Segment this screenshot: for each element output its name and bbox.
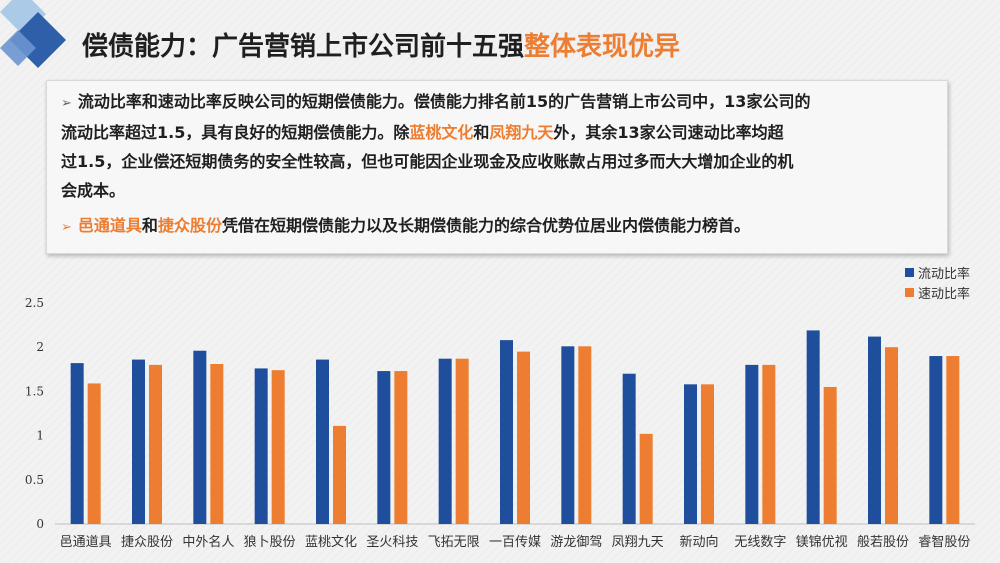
- y-tick-label: 0: [36, 517, 44, 531]
- y-tick-label: 1.5: [25, 384, 44, 398]
- page-title: 偿债能力：广告营销上市公司前十五强整体表现优异: [82, 26, 680, 63]
- bullet-arrow-icon: ➢: [61, 220, 72, 235]
- legend-label-series-2: 速动比率: [917, 286, 970, 302]
- bullet-1-line4: 会成本。: [61, 176, 931, 205]
- y-tick-label: 0.5: [25, 473, 44, 487]
- bar-series-1: [438, 358, 452, 524]
- x-tick-label: 睿智股份: [918, 535, 970, 550]
- highlight-company-1: 蓝桃文化: [409, 123, 474, 142]
- diamond-logo-icon: [0, 0, 66, 68]
- legend-item-series-1: 流动比率: [904, 262, 970, 282]
- bar-series-1: [622, 373, 636, 524]
- bar-series-2: [271, 370, 285, 524]
- x-tick-label: 无线数字: [734, 535, 786, 550]
- x-tick-label: 镁锦优视: [796, 535, 848, 550]
- x-tick-label: 蓝桃文化: [305, 535, 357, 550]
- x-tick-label: 飞拓无限: [428, 535, 480, 550]
- title-highlight: 整体表现优异: [524, 32, 681, 62]
- bar-series-1: [377, 371, 391, 524]
- highlight-company-2: 凤翔九天: [489, 123, 554, 142]
- bullet-1-and: 和: [473, 123, 490, 142]
- x-tick-label: 游龙御驾: [550, 535, 602, 550]
- bullet-1-text-a: 流动比率和速动比率反映公司的短期偿债能力。偿债能力排名前15的广告营销上市公司中…: [77, 92, 811, 111]
- bar-series-1: [316, 359, 329, 524]
- legend-item-series-2: 速动比率: [904, 282, 970, 302]
- bar-series-1: [868, 336, 881, 524]
- summary-box: ➢ 流动比率和速动比率反映公司的短期偿债能力。偿债能力排名前15的广告营销上市公司…: [46, 80, 948, 254]
- legend-swatch-series-1: [904, 267, 914, 277]
- bullet-1-text-d: 过1.5，企业偿还短期债务的安全性较高，但也可能因企业现金及应收账款占用过多而大…: [61, 152, 794, 171]
- x-tick-label: 狼卜股份: [244, 535, 296, 550]
- highlight-company-4: 捷众股份: [157, 216, 222, 235]
- bullet-arrow-icon: ➢: [61, 96, 72, 111]
- bar-series-1: [70, 363, 84, 524]
- bar-series-2: [210, 363, 224, 524]
- x-tick-label: 般若股份: [857, 534, 909, 550]
- bar-series-1: [929, 356, 943, 524]
- bar-series-1: [193, 350, 207, 524]
- bar-series-1: [561, 346, 575, 524]
- bar-series-2: [87, 383, 101, 524]
- bar-series-2: [333, 425, 346, 524]
- bullet-2-text: 凭借在短期偿债能力以及长期偿债能力的综合优势位居业内偿债能力榜首。: [221, 216, 750, 235]
- bar-series-1: [806, 330, 820, 524]
- bar-series-1: [132, 359, 145, 524]
- bar-series-2: [701, 384, 714, 524]
- y-tick-label: 2.5: [25, 296, 44, 310]
- title-main: 偿债能力：广告营销上市公司前十五强: [82, 32, 525, 62]
- bar-series-2: [762, 364, 776, 524]
- y-tick-label: 2: [36, 340, 44, 354]
- bar-series-2: [885, 347, 898, 524]
- x-tick-label: 中外名人: [182, 534, 234, 550]
- bar-series-2: [578, 346, 592, 524]
- bar-series-1: [745, 364, 759, 524]
- bullet-1-text-c: 外，其余13家公司速动比率均超: [553, 123, 784, 142]
- highlight-company-3: 邑通道具: [77, 216, 142, 235]
- bar-series-2: [946, 356, 960, 524]
- x-tick-label: 凤翔九天: [612, 535, 664, 550]
- x-tick-label: 邑通道具: [60, 535, 112, 550]
- legend-label-series-1: 流动比率: [917, 266, 970, 282]
- bar-series-1: [254, 368, 268, 524]
- bullet-1-line2: 流动比率超过1.5，具有良好的短期偿债能力。除蓝桃文化和凤翔九天外，其余13家公…: [61, 118, 931, 147]
- bullet-1-line3: 过1.5，企业偿还短期债务的安全性较高，但也可能因企业现金及应收账款占用过多而大…: [61, 147, 931, 176]
- bullet-1-text-e: 会成本。: [61, 181, 126, 200]
- x-tick-label: 圣火科技: [366, 535, 418, 550]
- bar-chart: 0 0.5 1 1.5 2 2.5 邑通道具 捷众股份 中外名人 狼卜股份 蓝桃文化 圣火科技 飞拓无限…: [25, 296, 975, 550]
- bullet-2-and: 和: [141, 216, 158, 235]
- bar-series-2: [517, 351, 530, 524]
- legend-swatch-series-2: [904, 287, 914, 297]
- y-tick-label: 1: [36, 429, 44, 443]
- bar-series-2: [394, 371, 408, 524]
- bar-series-2: [823, 386, 837, 524]
- bar-series-2: [149, 364, 162, 524]
- x-tick-label: 新动向: [679, 534, 718, 550]
- x-tick-label: 捷众股份: [121, 535, 173, 550]
- bar-series-2: [455, 358, 469, 524]
- bullet-2: ➢ 邑通道具和捷众股份凭借在短期偿债能力以及长期偿债能力的综合优势位居业内偿债能力…: [61, 211, 931, 242]
- bar-series-1: [684, 384, 697, 524]
- bar-series-2: [639, 433, 653, 524]
- chart-legend: 流动比率 速动比率: [904, 262, 970, 302]
- bullet-1: ➢ 流动比率和速动比率反映公司的短期偿债能力。偿债能力排名前15的广告营销上市公司…: [61, 87, 931, 205]
- bullet-1-line1: ➢ 流动比率和速动比率反映公司的短期偿债能力。偿债能力排名前15的广告营销上市公司…: [61, 87, 931, 118]
- bullet-1-text-b: 流动比率超过1.5，具有良好的短期偿债能力。除: [61, 123, 410, 142]
- bar-series-1: [500, 340, 513, 524]
- x-tick-label: 一百传媒: [489, 535, 541, 550]
